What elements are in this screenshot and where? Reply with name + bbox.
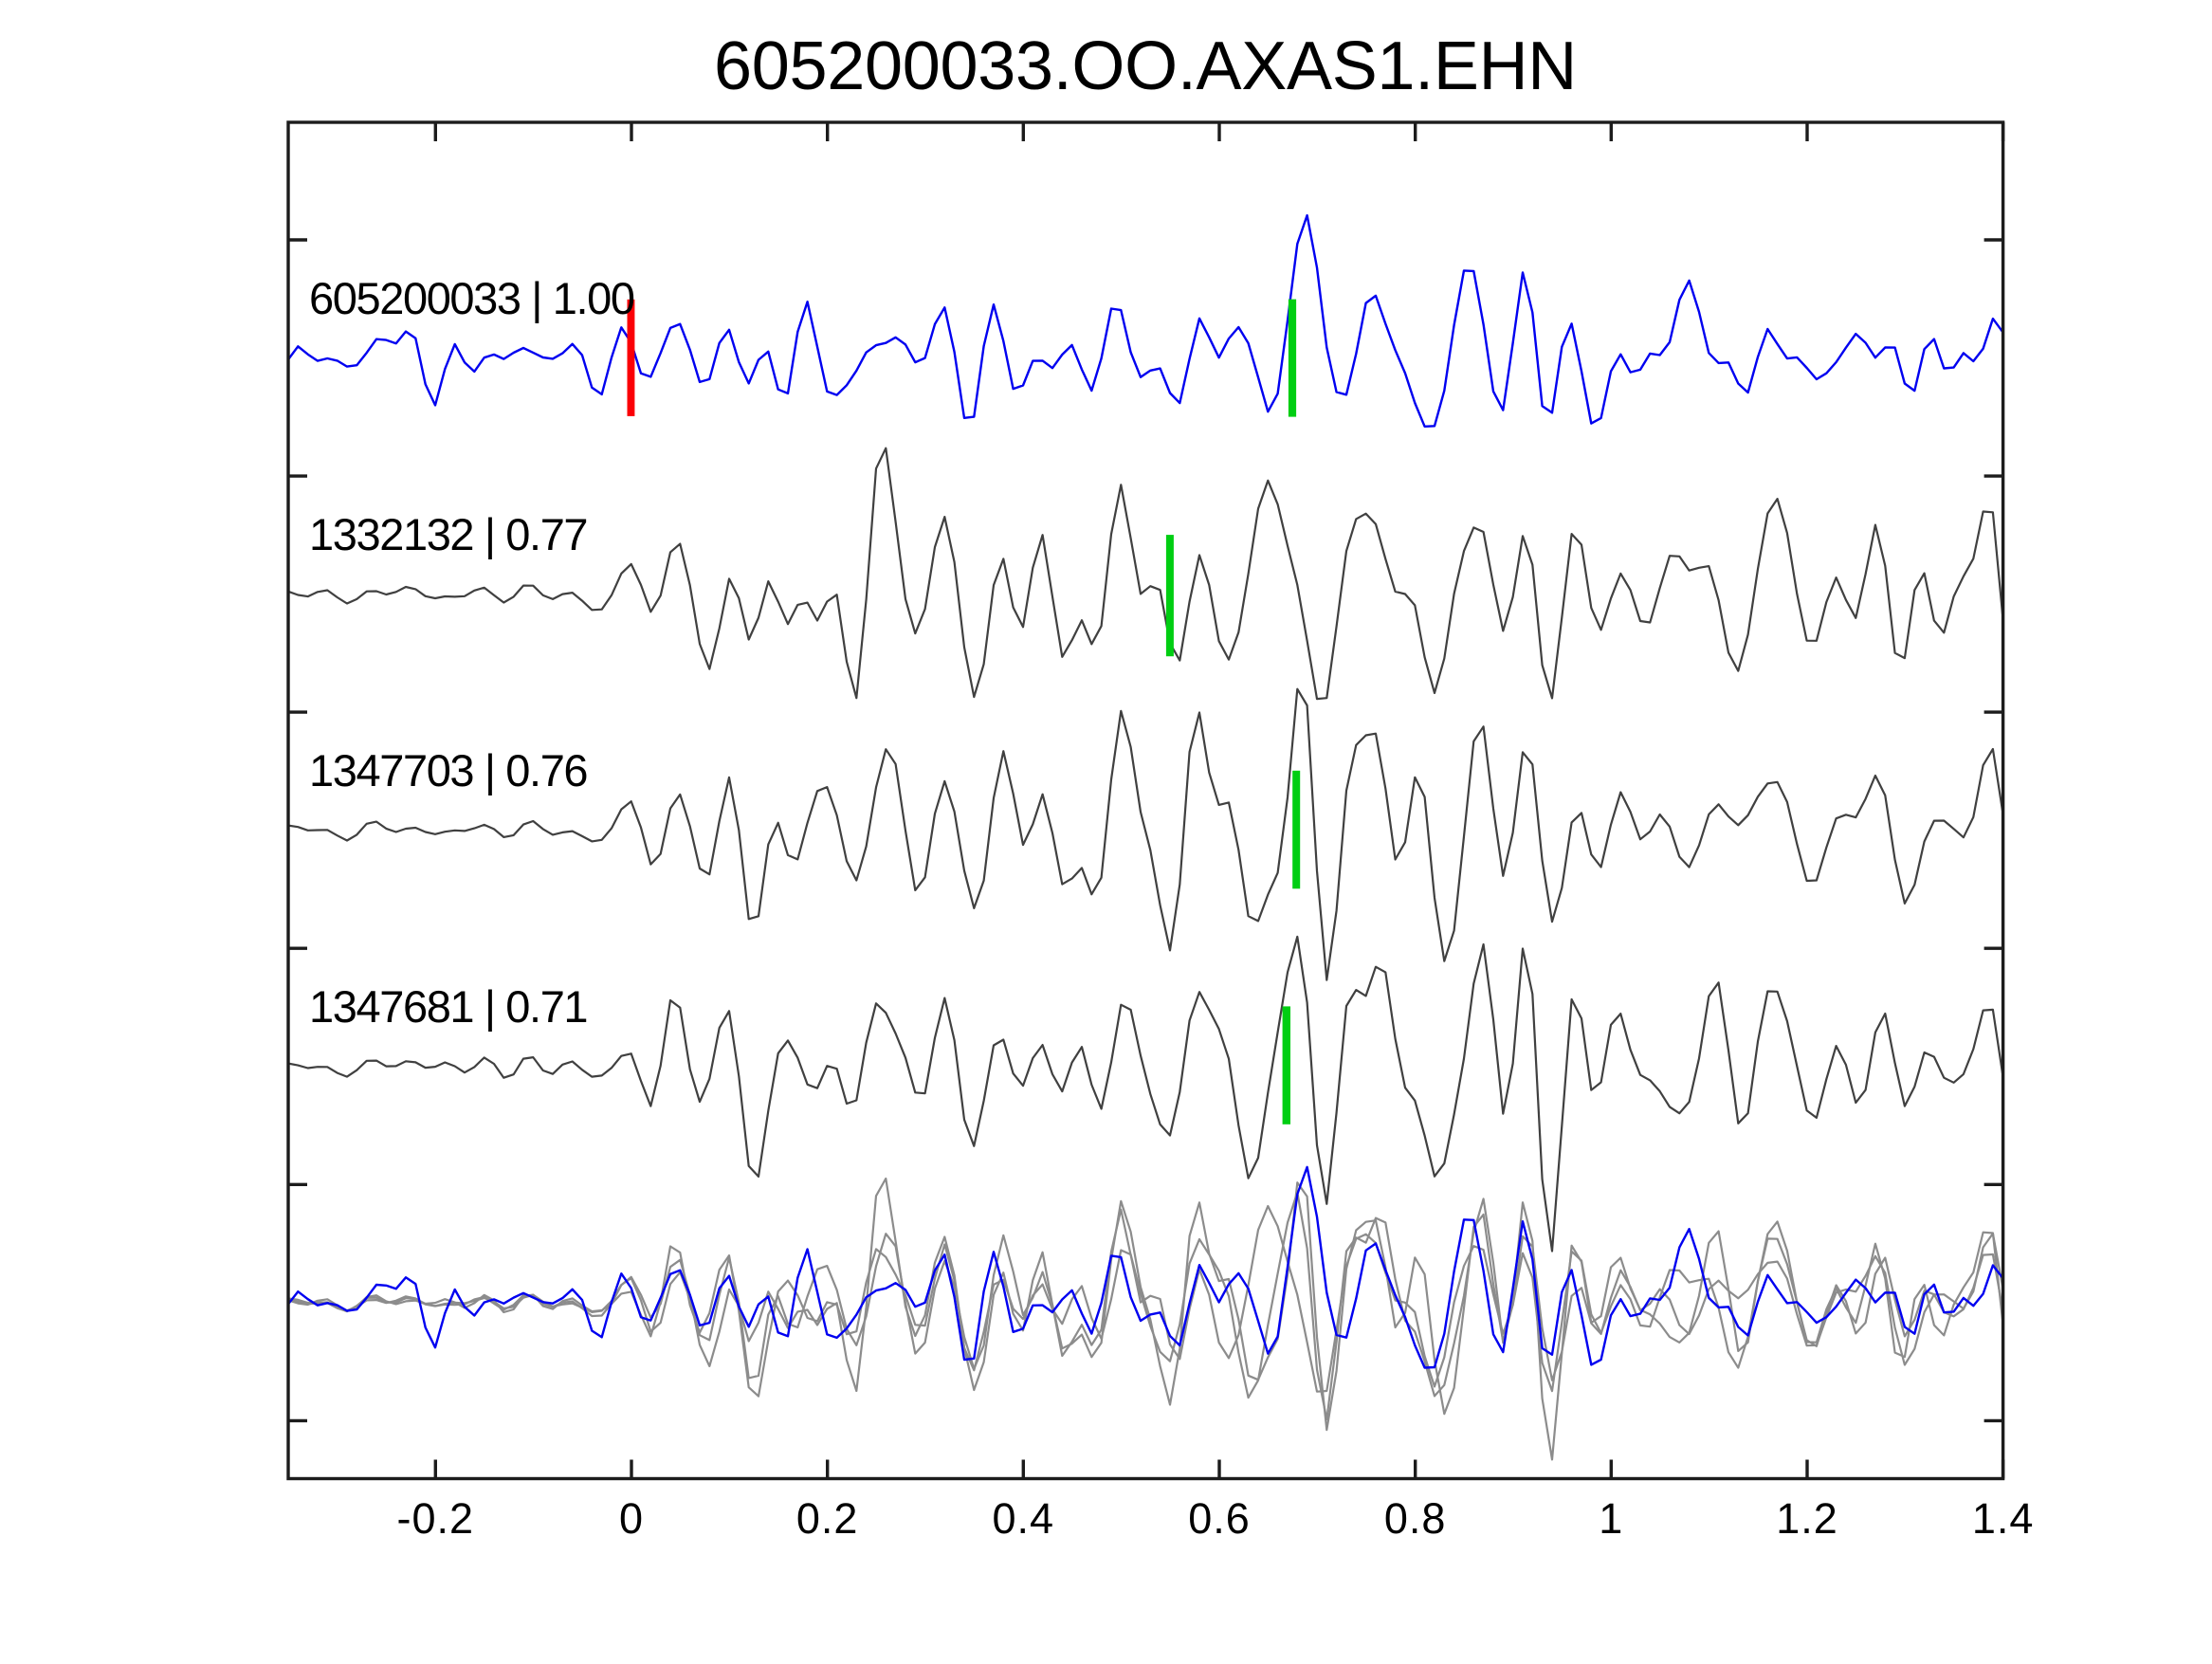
- svg-text:1: 1: [1599, 1494, 1623, 1543]
- svg-text:1.2: 1.2: [1776, 1494, 1838, 1543]
- svg-text:0.8: 0.8: [1384, 1494, 1447, 1543]
- svg-text:605200033.OO.AXAS1.EHN: 605200033.OO.AXAS1.EHN: [714, 28, 1577, 104]
- svg-text:1347703 | 0.76: 1347703 | 0.76: [309, 745, 587, 795]
- svg-text:1347681 | 0.71: 1347681 | 0.71: [309, 981, 587, 1032]
- svg-text:-0.2: -0.2: [397, 1494, 475, 1543]
- svg-text:0.2: 0.2: [796, 1494, 859, 1543]
- svg-text:0.6: 0.6: [1188, 1494, 1251, 1543]
- svg-text:1.4: 1.4: [1972, 1494, 2035, 1543]
- svg-text:0.4: 0.4: [993, 1494, 1055, 1543]
- svg-text:0: 0: [619, 1494, 644, 1543]
- svg-text:1332132 | 0.77: 1332132 | 0.77: [309, 509, 587, 559]
- svg-text:605200033 | 1.00: 605200033 | 1.00: [309, 273, 634, 323]
